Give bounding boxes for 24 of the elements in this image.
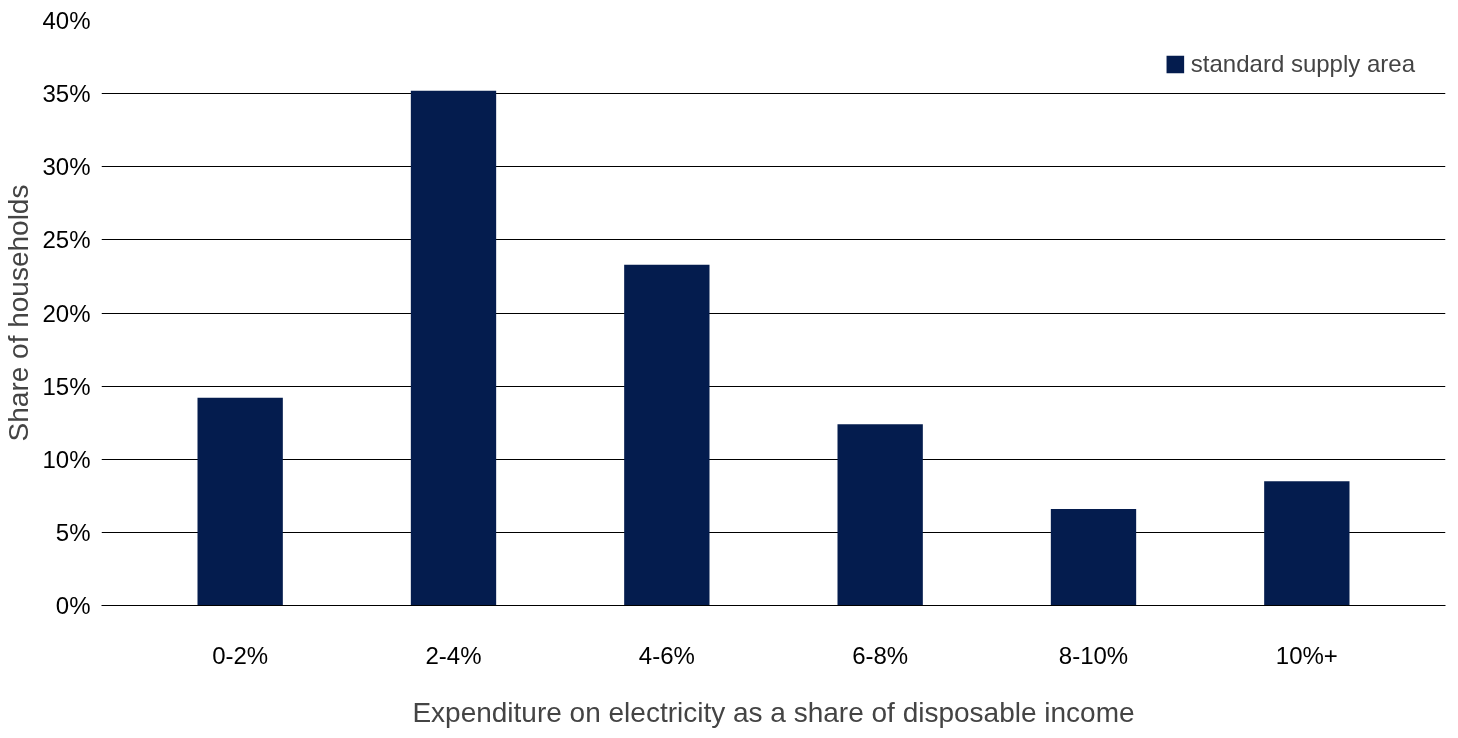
bar — [624, 264, 710, 606]
bar — [410, 90, 497, 606]
y-tick-label: 10% — [42, 445, 91, 473]
legend-label: standard supply area — [1190, 50, 1415, 78]
x-tick-label: 6-8% — [852, 641, 909, 669]
y-tick-label: 0% — [55, 592, 91, 619]
y-tick-label: 25% — [42, 226, 91, 254]
x-tick-label: 4-6% — [638, 641, 695, 669]
bar — [1264, 481, 1350, 606]
y-tick-label: 15% — [42, 372, 91, 400]
y-tick-label: 20% — [42, 299, 91, 327]
x-tick-label: 0-2% — [212, 641, 269, 669]
bar — [197, 397, 283, 606]
y-tick-label: 35% — [42, 80, 91, 108]
y-axis-title: Share of households — [3, 184, 35, 442]
bar — [837, 424, 923, 606]
x-tick-label: 10%+ — [1275, 641, 1338, 669]
bar — [1050, 508, 1137, 606]
x-tick-label: 8-10% — [1058, 641, 1129, 669]
y-tick-label: 30% — [42, 153, 91, 181]
x-tick-label: 2-4% — [425, 641, 482, 669]
y-tick-label: 40% — [42, 7, 91, 34]
x-axis-title: Expenditure on electricity as a share of disposable income — [412, 696, 1135, 728]
y-tick-label: 5% — [55, 518, 91, 546]
